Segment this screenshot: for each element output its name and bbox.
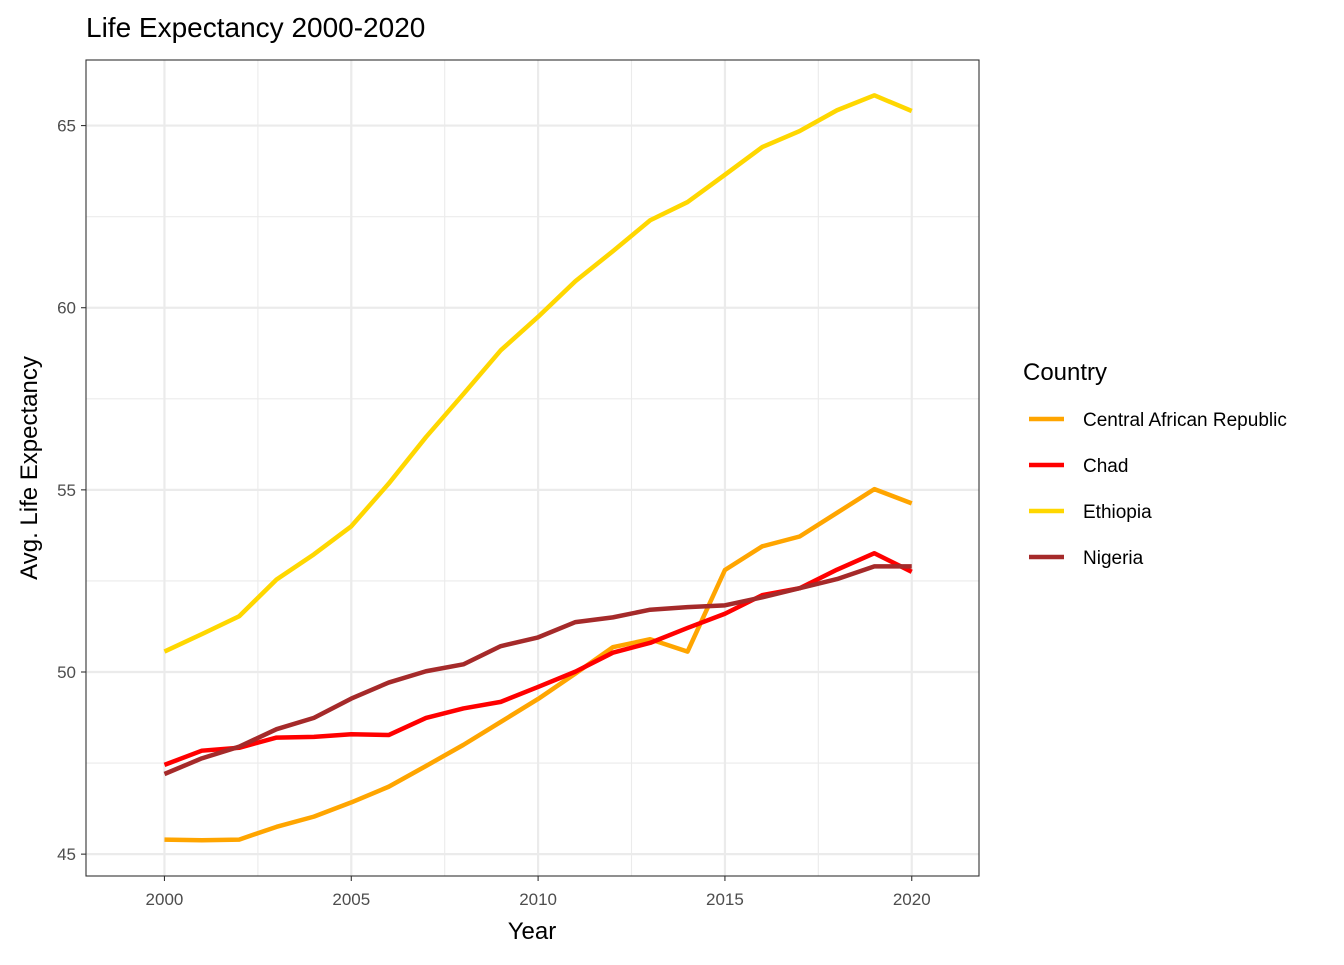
- legend-label-chad: Chad: [1083, 456, 1128, 477]
- x-tick-label: 2015: [706, 890, 744, 909]
- x-tick-label: 2000: [146, 890, 184, 909]
- series-line-ethiopia: [163, 93, 913, 654]
- x-tick-label: 2020: [893, 890, 931, 909]
- legend-label-ethiopia: Ethiopia: [1083, 502, 1152, 523]
- y-tick-label: 60: [57, 299, 76, 318]
- x-tick-label: 2005: [332, 890, 370, 909]
- y-tick-label: 65: [57, 117, 76, 136]
- chart-title: Life Expectancy 2000-2020: [86, 12, 425, 43]
- y-tick-label: 50: [57, 663, 76, 682]
- y-tick-label: 45: [57, 845, 76, 864]
- y-axis-label: Avg. Life Expectancy: [16, 356, 43, 580]
- series-line-central-african-republic: [164, 486, 913, 843]
- series-line-nigeria: [163, 564, 912, 777]
- x-tick-label: 2010: [519, 890, 557, 909]
- panel-border: [85, 59, 980, 877]
- y-tick-label: 55: [57, 481, 76, 500]
- legend-title: Country: [1023, 359, 1107, 386]
- legend-label-central-african-republic: Central African Republic: [1083, 410, 1287, 431]
- legend: Country Central African Republic Chad Ethi…: [1023, 359, 1287, 569]
- legend-label-nigeria: Nigeria: [1083, 548, 1144, 569]
- legend-items: Central African Republic Chad Ethiopia Nige…: [1029, 410, 1287, 569]
- plot-panel: 2000 2005 2010 2015 2020 45 50 55 60 65: [57, 59, 980, 909]
- x-axis-label: Year: [508, 918, 557, 945]
